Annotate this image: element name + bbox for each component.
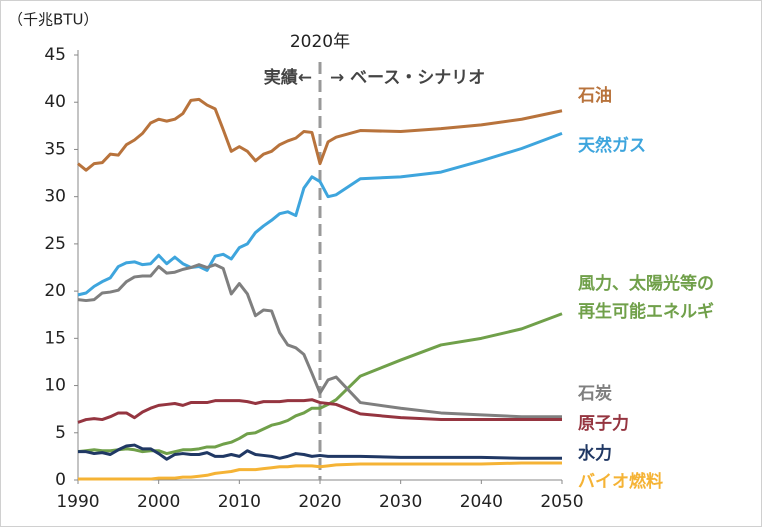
x-tick-label: 2040 [460, 492, 503, 512]
y-tick-label: 5 [55, 423, 66, 443]
series-label: 風力、太陽光等の 再生可能エネルギ [578, 274, 714, 322]
x-tick-label: 2020 [298, 492, 341, 512]
series-line [78, 461, 562, 481]
unit-label: （千兆BTU） [8, 11, 98, 29]
series-label: 原子力 [578, 414, 629, 434]
series-line [77, 398, 562, 424]
x-tick-label: 2050 [540, 492, 583, 512]
y-tick-label: 15 [44, 328, 66, 348]
series-line [78, 443, 562, 461]
y-tick-label: 30 [44, 187, 66, 207]
y-tick-label: 40 [44, 92, 66, 112]
series-label: 水力 [578, 444, 612, 464]
y-tick-label: 10 [44, 376, 66, 396]
y-tick-label: 20 [44, 281, 66, 301]
series-label: 石炭 [578, 384, 612, 404]
y-tick-label: 35 [44, 139, 66, 159]
series-line [77, 263, 562, 419]
annotation: 2020年 [290, 32, 350, 52]
series-line [77, 312, 563, 456]
x-tick-label: 2030 [379, 492, 422, 512]
series-line [77, 97, 563, 172]
x-tick-label: 2010 [218, 492, 261, 512]
y-tick-label: 45 [44, 45, 66, 65]
series-label: バイオ燃料 [578, 472, 663, 492]
series-label: 天然ガス [578, 136, 646, 156]
series-line [77, 131, 563, 297]
x-tick-label: 2000 [137, 492, 180, 512]
series-label: 石油 [578, 86, 612, 106]
y-tick-label: 0 [55, 470, 66, 490]
x-tick-label: 1990 [56, 492, 99, 512]
y-tick-label: 25 [44, 234, 66, 254]
annotation: 実績← [264, 67, 312, 88]
annotation: → ベース・シナリオ [330, 68, 485, 88]
